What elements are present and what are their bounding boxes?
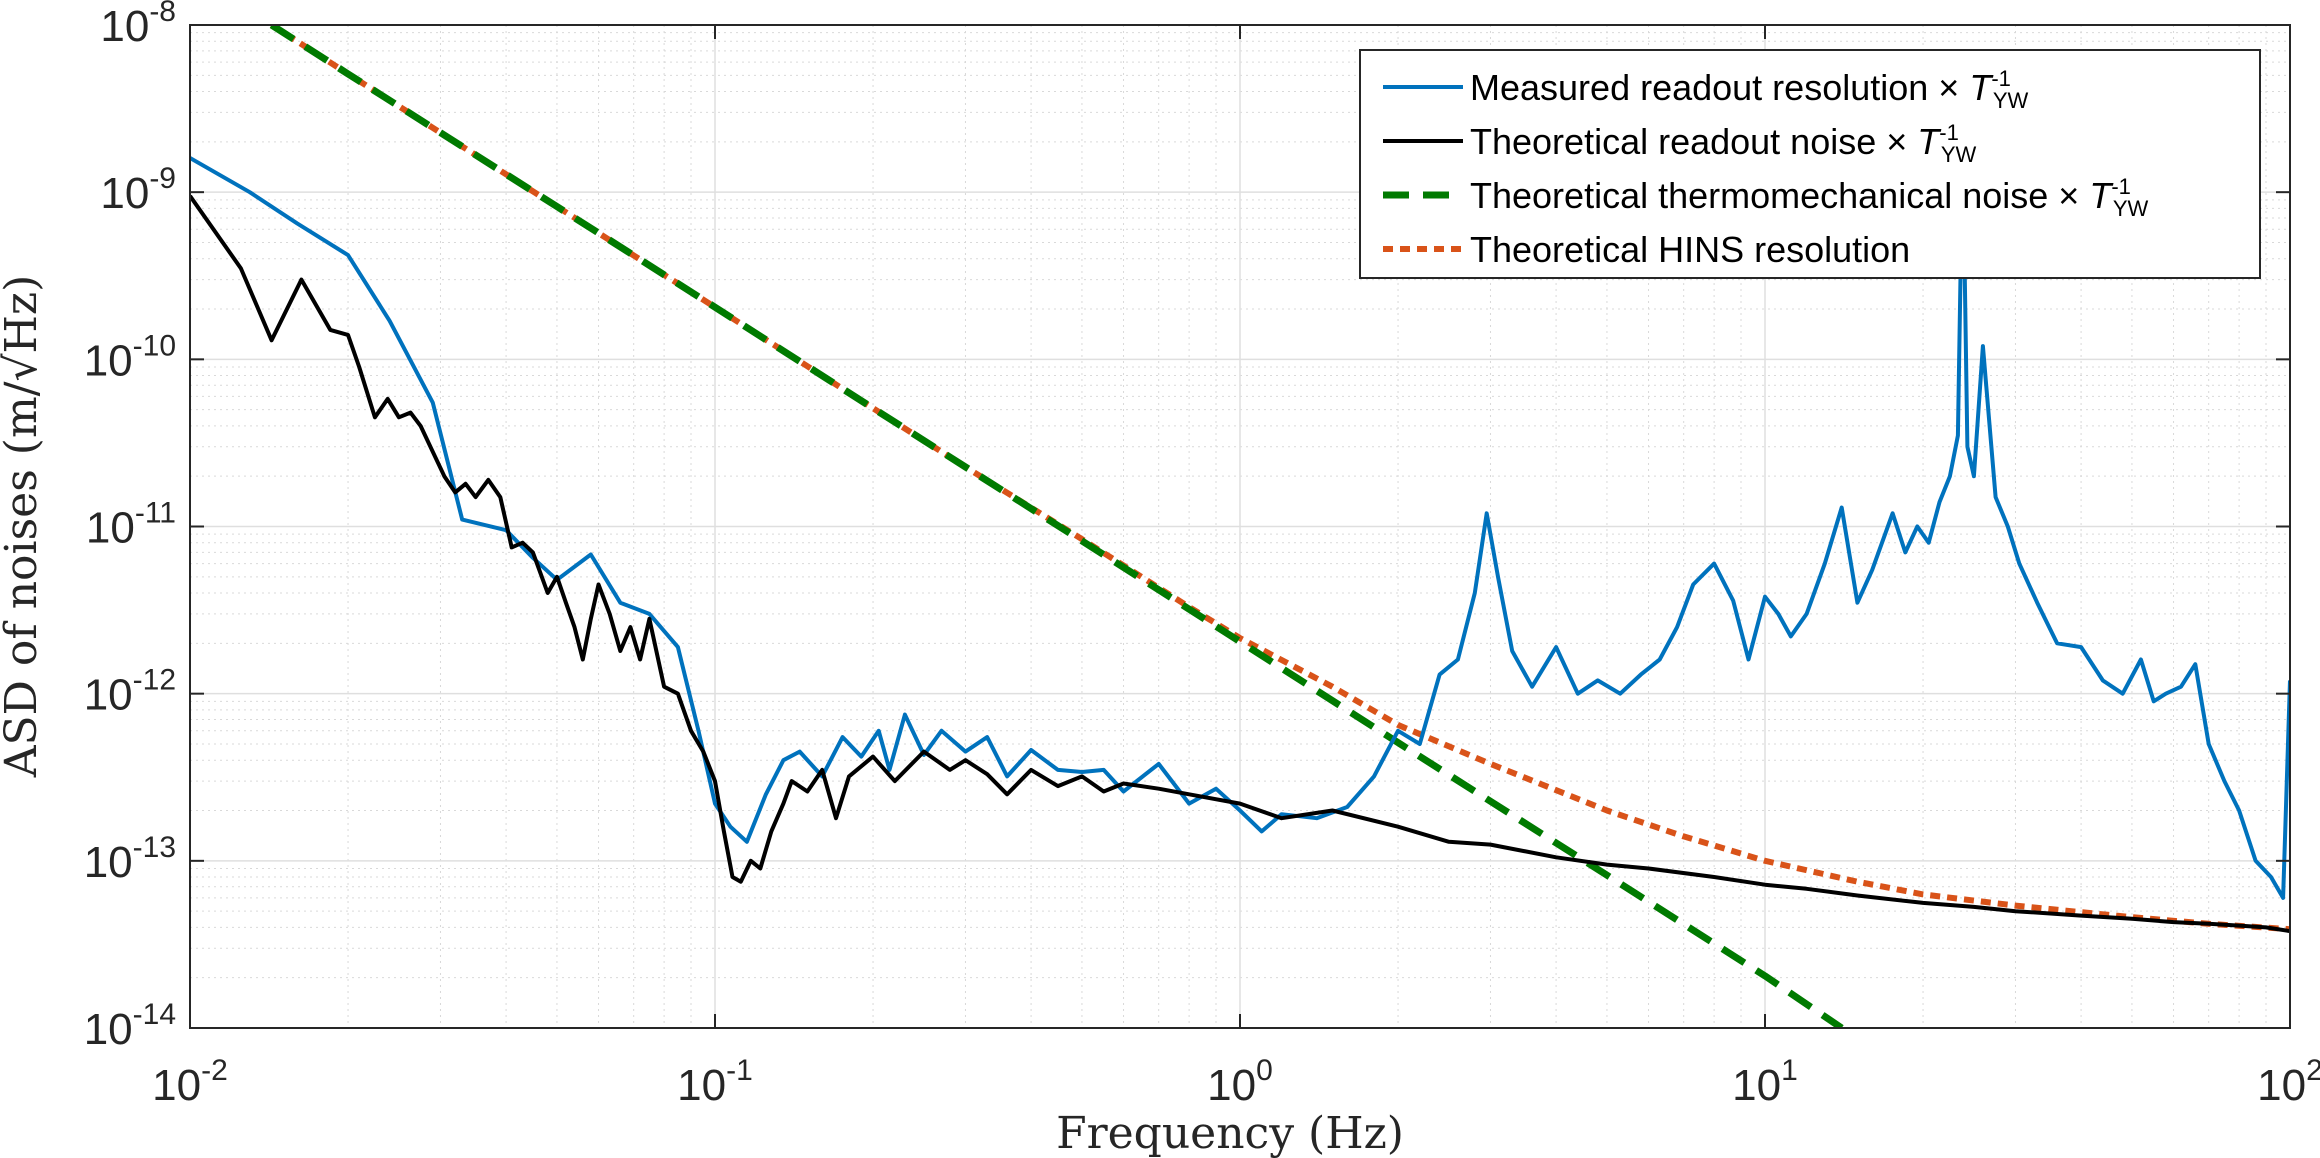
y-tick-label: 10-9 (100, 162, 176, 218)
tick-exponent: -8 (149, 0, 176, 28)
tick-exponent: 1 (1781, 1054, 1798, 1087)
tick-base: 10 (1207, 1061, 1256, 1110)
tick-base: 10 (100, 2, 149, 51)
axis-ticks (189, 24, 2291, 1029)
tick-exponent: -12 (133, 664, 176, 697)
legend-entry-3: Theoretical thermomechanical noise × T-1… (1383, 174, 2149, 221)
legend-symbol: T (1969, 67, 1994, 108)
legend-label: Theoretical readout noise × T-1 YW (1470, 120, 1977, 167)
y-tick-label: 10-8 (100, 0, 176, 51)
legend-name: Theoretical thermomechanical noise × (1470, 175, 2089, 216)
x-tick-label: 100 (1207, 1054, 1273, 1110)
tick-exponent: -14 (133, 998, 176, 1031)
tick-base: 10 (100, 169, 149, 218)
tick-exponent: -13 (133, 831, 176, 864)
legend-subscript: YW (2113, 196, 2149, 221)
legend-label: Theoretical HINS resolution (1470, 229, 1910, 270)
legend-entry-1: Measured readout resolution × T-1 YW (1383, 66, 2029, 113)
tick-exponent: -2 (201, 1054, 228, 1087)
tick-base: 10 (84, 1005, 133, 1054)
y-tick-label: 10-14 (84, 998, 176, 1054)
x-tick-label: 102 (2257, 1054, 2320, 1110)
legend-entry-2: Theoretical readout noise × T-1 YW (1383, 120, 1977, 167)
x-tick-label: 101 (1732, 1054, 1798, 1110)
legend-name: Measured readout resolution × (1470, 67, 1969, 108)
tick-base: 10 (1732, 1061, 1781, 1110)
legend-label: Theoretical thermomechanical noise × T-1… (1470, 174, 2149, 221)
y-tick-label: 10-12 (84, 664, 176, 720)
legend-name: Theoretical HINS resolution (1470, 229, 1910, 270)
legend-symbol: T (2089, 175, 2114, 216)
x-tick-label: 10-1 (677, 1054, 753, 1110)
tick-exponent: -11 (135, 497, 176, 530)
tick-base: 10 (84, 336, 133, 385)
legend-entry-4: Theoretical HINS resolution (1383, 229, 1910, 270)
series-line-2 (190, 194, 2290, 934)
legend: Measured readout resolution × T-1 YWTheor… (1359, 49, 2261, 279)
legend-name: Theoretical readout noise × (1470, 121, 1917, 162)
tick-exponent: 2 (2306, 1054, 2320, 1087)
y-tick-label: 10-10 (84, 329, 176, 385)
tick-exponent: -9 (149, 162, 176, 195)
legend-symbol: T (1917, 121, 1942, 162)
tick-base: 10 (84, 671, 133, 720)
y-tick-label: 10-13 (84, 831, 176, 887)
legend-box (1359, 49, 2261, 279)
y-tick-label: 10-11 (86, 497, 176, 553)
legend-subscript: YW (1993, 88, 2029, 113)
tick-base: 10 (2257, 1061, 2306, 1110)
legend-subscript: YW (1941, 142, 1977, 167)
tick-base: 10 (84, 838, 133, 887)
tick-exponent: -1 (726, 1054, 753, 1087)
legend-superscript: -1 (2111, 174, 2131, 199)
legend-label: Measured readout resolution × T-1 YW (1470, 66, 2029, 113)
legend-superscript: -1 (1991, 66, 2011, 91)
series-layer (190, 25, 2290, 1028)
tick-base: 10 (677, 1061, 726, 1110)
x-tick-label: 10-2 (152, 1054, 228, 1110)
tick-exponent: 0 (1256, 1054, 1273, 1087)
tick-base: 10 (86, 504, 135, 553)
legend-superscript: -1 (1939, 120, 1959, 145)
series-line-4 (269, 25, 2290, 933)
x-tick-labels: 10-2 10-1 100 101 102 (152, 1054, 2320, 1110)
tick-exponent: -10 (133, 329, 176, 362)
tick-base: 10 (152, 1061, 201, 1110)
y-axis-label: ASD of noises (m/√Hz) (0, 275, 47, 779)
series-line-1 (190, 139, 2290, 900)
x-axis-label: Frequency (Hz) (1056, 1108, 1404, 1158)
